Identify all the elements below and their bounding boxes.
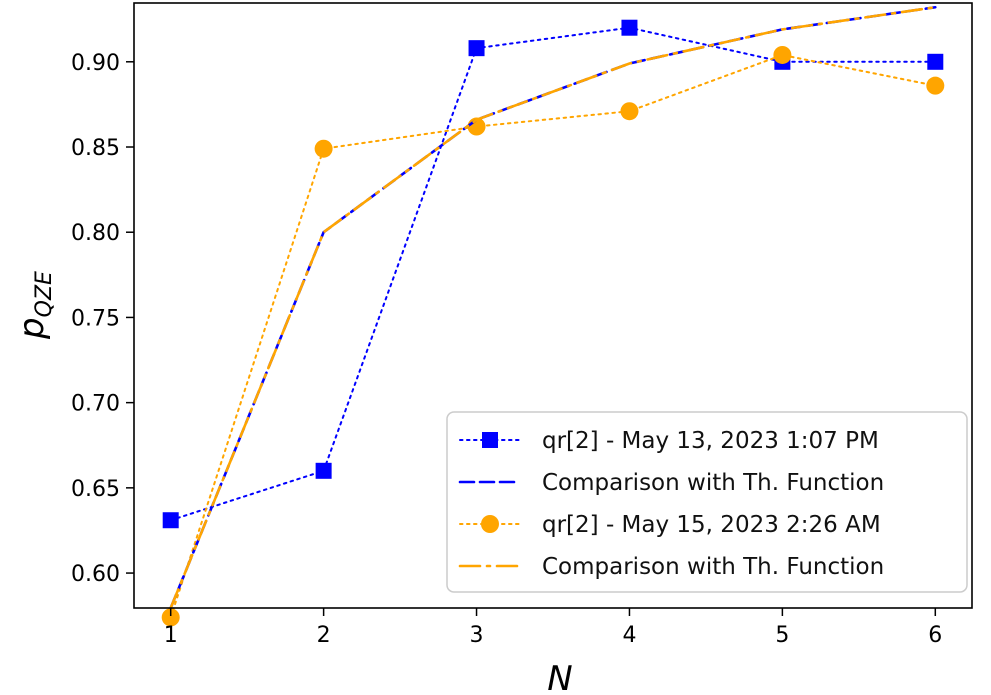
y-tick-label: 0.60	[71, 562, 120, 587]
series-1-marker	[927, 53, 944, 70]
x-tick-label: 6	[928, 623, 942, 648]
y-tick-label: 0.85	[71, 136, 120, 161]
legend-label-3: qr[2] - May 15, 2023 2:26 AM	[542, 512, 881, 538]
series-1-marker	[162, 512, 179, 529]
series-1-marker	[468, 40, 485, 57]
x-tick-label: 1	[164, 623, 178, 648]
legend-frame	[446, 411, 968, 593]
x-tick-label: 4	[622, 623, 636, 648]
plot-layer	[161, 5, 945, 627]
legend-label-2: Comparison with Th. Function	[542, 470, 884, 496]
series-3-marker	[314, 139, 333, 158]
series-1-marker	[315, 462, 332, 479]
y-axis-label: pQZE	[12, 271, 57, 340]
x-tick-label: 2	[317, 623, 331, 648]
x-tick-label: 3	[470, 623, 484, 648]
series-3-marker	[926, 76, 945, 95]
legend-label-1: qr[2] - May 13, 2023 1:07 PM	[542, 428, 879, 454]
y-axis-label-subscript: QZE	[32, 271, 57, 317]
axis-layer: 1 2 3 4 5 6 0.60 0.65 0.70 0.75 0.80 0.85 0.90	[71, 51, 942, 648]
plot-frame	[133, 2, 973, 609]
legend-marker-3	[481, 515, 499, 533]
legend-label-4: Comparison with Th. Function	[542, 554, 884, 580]
series-line-3	[169, 53, 937, 619]
legend-marker-1	[482, 432, 498, 448]
y-axis-label-main: p	[12, 317, 52, 340]
series-3-marker	[773, 45, 792, 64]
legend: qr[2] - May 13, 2023 1:07 PM Comparison w…	[446, 411, 968, 593]
y-tick-label: 0.90	[71, 51, 120, 76]
series-3-marker	[620, 102, 639, 121]
y-tick-label: 0.65	[71, 477, 120, 502]
x-tick-label: 5	[775, 623, 789, 648]
y-tick-label: 0.70	[71, 392, 120, 417]
svg-text:pQZE: pQZE	[12, 271, 57, 340]
series-3-marker	[161, 608, 180, 627]
series-line-1	[169, 26, 937, 522]
y-tick-label: 0.80	[71, 221, 120, 246]
series-1-marker	[621, 19, 638, 36]
x-axis-label: N	[547, 659, 572, 695]
y-tick-label: 0.75	[71, 306, 120, 331]
series-line-4	[169, 5, 937, 610]
